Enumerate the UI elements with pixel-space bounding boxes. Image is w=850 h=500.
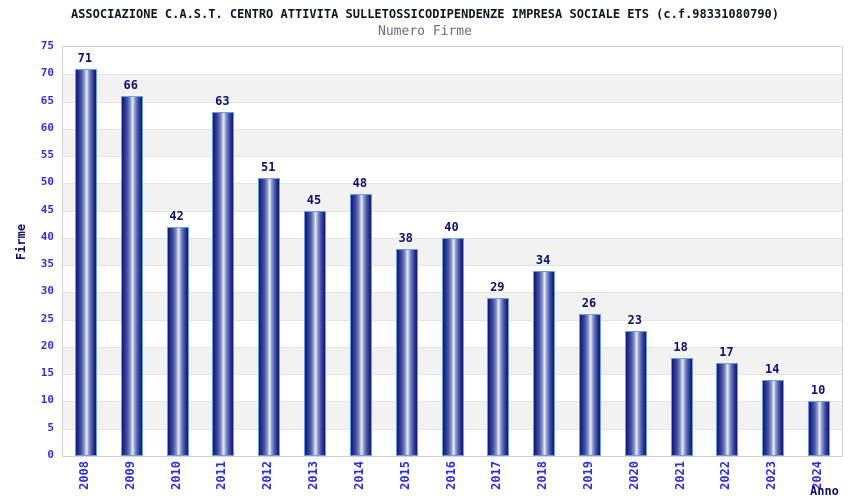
bar-value-label: 23	[627, 312, 642, 327]
bar	[487, 297, 510, 456]
bar-value-label: 34	[535, 252, 551, 267]
y-tick-label: 55	[40, 148, 54, 162]
bar-value-label: 29	[490, 279, 505, 294]
plot-band	[63, 128, 842, 157]
y-tick-label: 50	[40, 175, 54, 189]
bar-value-label: 17	[719, 345, 734, 360]
bar	[762, 379, 785, 456]
bar	[349, 194, 372, 456]
x-tick-label: 2023	[764, 461, 779, 490]
x-tick-label: 2014	[351, 461, 366, 490]
bar-value-label: 38	[398, 230, 413, 245]
x-tick-label: 2013	[306, 461, 321, 490]
y-tick-label: 25	[40, 311, 54, 325]
plot-band	[63, 210, 842, 238]
plot-band	[63, 183, 842, 211]
y-tick-label: 45	[40, 202, 54, 216]
plot-band	[63, 74, 842, 102]
y-tick-label: 5	[47, 420, 54, 434]
bar	[716, 363, 739, 456]
gridline	[63, 183, 842, 185]
bar-value-label: 66	[123, 78, 138, 93]
bar-value-label: 26	[581, 296, 597, 311]
x-tick-label: 2021	[672, 461, 687, 490]
bar	[441, 237, 464, 456]
bar	[74, 68, 97, 456]
chart-subtitle: Numero Firme	[378, 24, 472, 39]
x-tick-label: 2012	[260, 461, 275, 490]
bar	[304, 210, 327, 456]
bar	[578, 314, 601, 456]
plot-band	[63, 101, 842, 129]
bar	[670, 357, 693, 456]
gridline	[63, 210, 842, 212]
plot-band	[63, 47, 842, 75]
bar	[808, 401, 831, 456]
y-tick-label: 65	[40, 93, 54, 107]
x-tick-label: 2015	[397, 461, 412, 490]
bar-value-label: 45	[306, 192, 322, 207]
gridline	[63, 128, 842, 130]
bar	[395, 248, 418, 456]
bar-value-label: 51	[260, 159, 276, 174]
bar-value-label: 18	[673, 339, 688, 354]
x-tick-label: 2020	[626, 461, 641, 490]
x-tick-label: 2009	[122, 461, 137, 490]
bar-value-label: 71	[77, 50, 93, 65]
plot-band	[63, 156, 842, 184]
bar	[624, 330, 647, 456]
y-tick-label: 70	[40, 66, 54, 80]
x-tick-label: 2019	[580, 461, 595, 490]
bar-value-label: 63	[215, 94, 230, 109]
y-tick-label: 35	[40, 257, 54, 271]
bar-value-label: 48	[352, 176, 368, 191]
x-tick-label: 2022	[718, 461, 733, 490]
bar	[258, 177, 281, 456]
bar-value-label: 14	[765, 361, 780, 376]
bar	[212, 112, 235, 456]
gridline	[63, 156, 842, 158]
bar	[166, 226, 189, 456]
x-tick-label: 2008	[76, 461, 91, 490]
y-tick-label: 0	[47, 448, 54, 461]
y-tick-label: 30	[40, 284, 54, 298]
y-tick-label: 60	[40, 120, 54, 134]
gridline	[63, 74, 842, 76]
y-tick-label: 20	[40, 338, 54, 352]
bar	[533, 270, 556, 456]
y-tick-label: 40	[40, 229, 54, 243]
y-tick-label: 10	[40, 393, 54, 407]
x-tick-label: 2010	[168, 461, 183, 490]
x-tick-label: 2016	[443, 461, 458, 490]
plot-area	[62, 46, 843, 457]
bar	[120, 96, 143, 456]
y-tick-label: 15	[40, 366, 54, 380]
x-tick-label: 2018	[535, 461, 550, 490]
y-tick-label: 75	[40, 39, 54, 52]
bar-value-label: 40	[444, 219, 459, 234]
gridline	[63, 101, 842, 103]
x-axis-title: Anno	[810, 484, 839, 498]
bar-value-label: 42	[169, 208, 184, 223]
chart-title: ASSOCIAZIONE C.A.S.T. CENTRO ATTIVITA SU…	[70, 7, 779, 21]
x-tick-label: 2017	[489, 461, 504, 490]
bar-value-label: 10	[810, 383, 826, 398]
x-tick-label: 2011	[214, 461, 229, 490]
